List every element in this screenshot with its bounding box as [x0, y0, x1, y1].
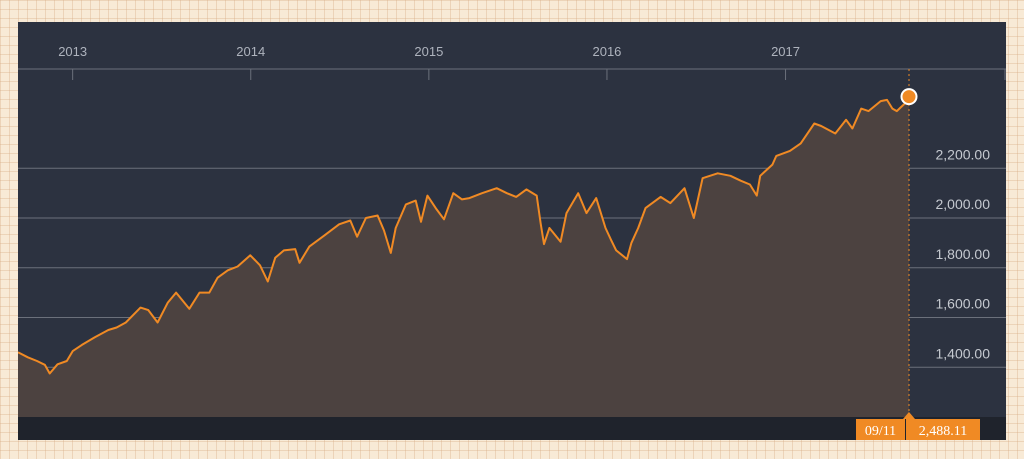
callout-date: 09/11 — [865, 424, 896, 439]
y-tick-label-1400: 1,400.00 — [936, 345, 991, 361]
y-tick-label-2000: 2,000.00 — [936, 196, 991, 212]
y-tick-label-1800: 1,800.00 — [936, 246, 991, 262]
callout-pointer — [903, 412, 915, 419]
x-axis: 2013 2014 2015 2016 2017 — [18, 44, 1006, 80]
callout-value: 2,488.11 — [919, 424, 967, 439]
chart-svg: 2013 2014 2015 2016 2017 1,400.00 1,600.00 1,8… — [18, 22, 1006, 440]
area-fill — [18, 96, 909, 417]
footer-bar — [18, 417, 1006, 440]
series-line — [18, 96, 910, 375]
y-axis: 1,400.00 1,600.00 1,800.00 2,000.00 2,200.00 — [936, 146, 991, 361]
x-tick-label-2013: 2013 — [58, 44, 87, 59]
y-tick-label-2200: 2,200.00 — [936, 146, 991, 162]
price-chart: 2013 2014 2015 2016 2017 1,400.00 1,600.00 1,8… — [18, 22, 1006, 440]
callout-value-box — [906, 419, 980, 440]
callout-date-box — [856, 419, 905, 440]
x-tick-label-2017: 2017 — [771, 44, 800, 59]
x-tick-label-2015: 2015 — [414, 44, 443, 59]
value-callout: 09/11 2,488.11 — [856, 412, 980, 440]
last-point-marker[interactable] — [900, 88, 918, 106]
x-tick-label-2016: 2016 — [592, 44, 621, 59]
x-tick-label-2014: 2014 — [236, 44, 265, 59]
y-tick-label-1600: 1,600.00 — [936, 296, 991, 312]
